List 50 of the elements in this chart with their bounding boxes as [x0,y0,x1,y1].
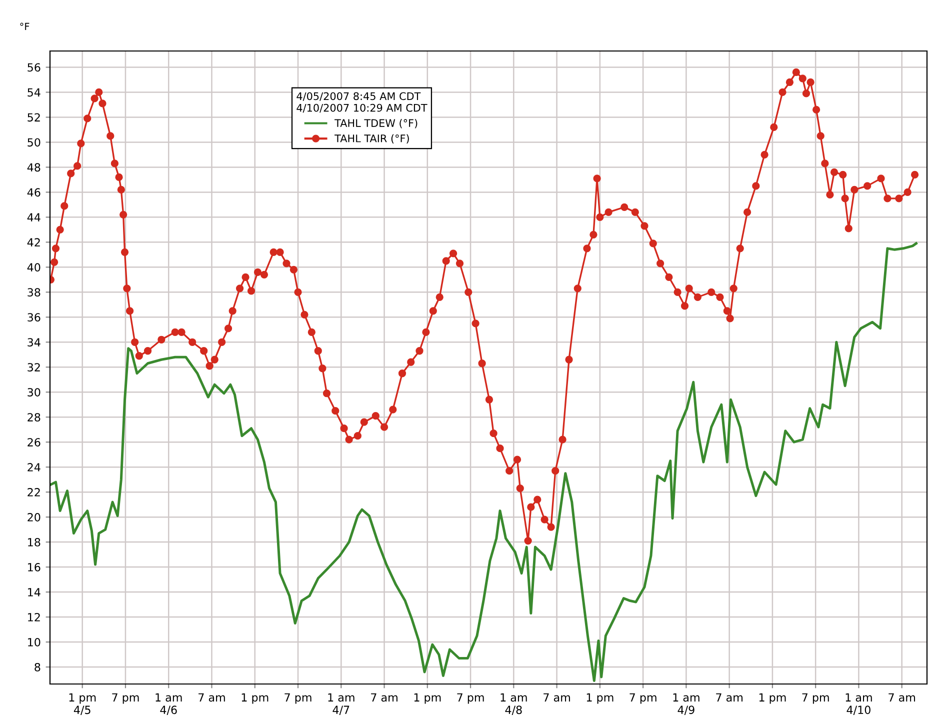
y-tick-label: 32 [28,363,40,372]
x-tick-label: 1 am 4/9 [673,693,700,715]
legend-label: TAHL TAIR (°F) [334,134,409,144]
y-tick-label: 36 [28,313,40,322]
y-tick-label: 24 [28,463,40,472]
y-tick-label: 42 [27,238,40,246]
y-tick-label: 46 [27,188,40,197]
x-tick-label: 1 pm [414,693,441,704]
y-tick-label: 22 [28,488,40,496]
y-tick-label: 50 [28,138,40,147]
y-tick-label: 26 [28,438,40,446]
x-tick-label: 7 pm [457,693,484,704]
y-tick-label: 12 [28,613,40,622]
y-tick-label: 52 [28,113,40,122]
x-tick-label: 1 pm [242,693,268,704]
x-tick-label: 7 am [716,693,742,702]
x-tick-label: 7 am [198,693,225,702]
y-tick-label: 8 [34,662,40,672]
y-tick-label: 54 [28,88,40,97]
x-tick-label: 7 am [544,693,570,702]
x-tick-label: 1 am 4/6 [156,693,182,715]
x-tick-label: 1 pm [759,693,786,704]
x-tick-label: 1 pm [586,693,614,704]
y-tick-label: 38 [28,288,40,297]
y-tick-label: 44 [27,213,40,222]
y-tick-label: 56 [28,63,40,72]
y-tick-label: 28 [28,413,40,422]
y-tick-label: 40 [27,263,40,272]
y-axis-title: °F [20,22,30,30]
x-tick-label: 7 am [371,693,398,702]
line-series [50,242,918,682]
x-tick-label: 1 am 4/10 [846,693,872,715]
y-tick-label: 14 [28,588,40,596]
x-tick-label: 1 am 4/7 [328,693,354,715]
x-tick-label: 7 pm [802,693,829,704]
y-tick-label: 34 [28,338,40,347]
x-tick-label: 7 am [888,693,916,702]
y-tick-label: 48 [27,163,40,172]
y-tick-label: 10 [28,638,40,646]
y-tick-label: 16 [28,563,40,572]
x-tick-label: 7 pm [284,693,312,704]
x-tick-label: 7 pm [630,693,656,704]
y-tick-label: 30 [28,388,40,396]
legend-label: TAHL TDEW (°F) [334,118,418,128]
x-tick-label: 1 am 4/8 [500,693,527,715]
y-tick-label: 18 [28,538,40,546]
x-tick-label: 1 pm 4/5 [69,693,96,715]
x-tick-label: 7 pm [112,693,139,704]
y-tick-label: 20 [28,513,40,522]
legend-title: 4/05/2007 8:45 AM CDT 4/10/2007 10:29 AM CDT [296,92,428,113]
